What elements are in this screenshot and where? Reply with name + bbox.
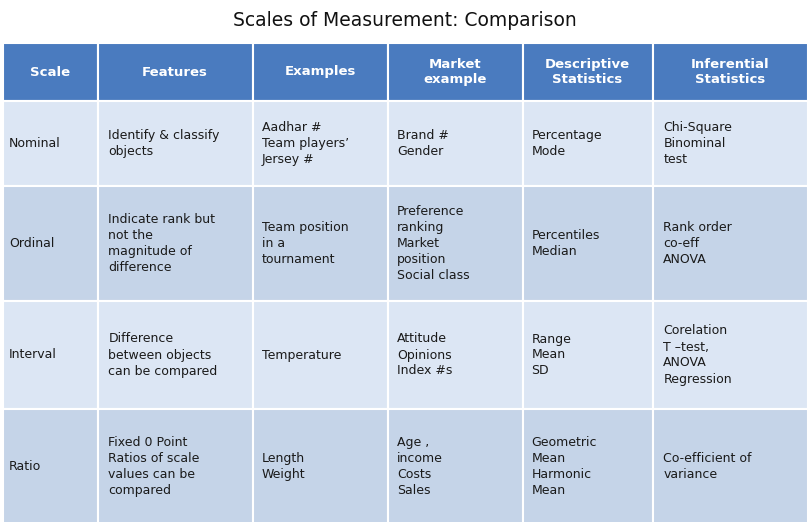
Text: Chi-Square
Binominal
test: Chi-Square Binominal test	[663, 121, 732, 166]
Text: Aadhar #
Team players’
Jersey #: Aadhar # Team players’ Jersey #	[262, 121, 349, 166]
Bar	[387, 301, 522, 409]
Bar	[387, 43, 522, 101]
Text: Market
example: Market example	[424, 58, 487, 86]
Bar	[97, 409, 253, 522]
Bar	[97, 301, 253, 409]
Bar	[97, 101, 253, 186]
Text: Percentage
Mode: Percentage Mode	[531, 129, 602, 158]
Bar	[522, 101, 653, 186]
Text: Percentiles
Median: Percentiles Median	[531, 229, 600, 258]
Bar	[522, 301, 653, 409]
Bar	[653, 186, 808, 301]
Bar	[253, 409, 387, 522]
Text: Indicate rank but
not the
magnitude of
difference: Indicate rank but not the magnitude of d…	[109, 213, 215, 274]
Bar	[387, 409, 522, 522]
Bar	[2, 301, 97, 409]
Bar	[387, 186, 522, 301]
Text: Inferential
Statistics: Inferential Statistics	[691, 58, 769, 86]
Text: Co-efficient of
variance: Co-efficient of variance	[663, 452, 752, 481]
Bar	[97, 43, 253, 101]
Bar	[253, 43, 387, 101]
Text: Scale: Scale	[30, 65, 70, 78]
Text: Descriptive
Statistics: Descriptive Statistics	[545, 58, 630, 86]
Bar	[387, 101, 522, 186]
Text: Fixed 0 Point
Ratios of scale
values can be
compared: Fixed 0 Point Ratios of scale values can…	[109, 436, 200, 497]
Text: Ordinal: Ordinal	[9, 237, 54, 250]
Text: Age ,
income
Costs
Sales: Age , income Costs Sales	[397, 436, 443, 497]
Text: Interval: Interval	[9, 349, 57, 362]
Text: Preference
ranking
Market
position
Social class: Preference ranking Market position Socia…	[397, 205, 470, 282]
Text: Corelation
T –test,
ANOVA
Regression: Corelation T –test, ANOVA Regression	[663, 325, 732, 386]
Bar	[253, 101, 387, 186]
Bar	[2, 186, 97, 301]
Bar	[653, 101, 808, 186]
Text: Attitude
Opinions
Index #s: Attitude Opinions Index #s	[397, 333, 452, 377]
Bar	[522, 409, 653, 522]
Text: Identify & classify
objects: Identify & classify objects	[109, 129, 220, 158]
Text: Brand #
Gender: Brand # Gender	[397, 129, 449, 158]
Text: Ratio: Ratio	[9, 460, 41, 473]
Text: Examples: Examples	[284, 65, 356, 78]
Text: Difference
between objects
can be compared: Difference between objects can be compar…	[109, 333, 218, 377]
Bar	[522, 43, 653, 101]
Bar	[653, 409, 808, 522]
Text: Features: Features	[142, 65, 208, 78]
Text: Temperature: Temperature	[262, 349, 341, 362]
Bar	[2, 43, 97, 101]
Text: Nominal: Nominal	[9, 137, 61, 150]
Bar	[2, 101, 97, 186]
Bar	[2, 409, 97, 522]
Bar	[653, 301, 808, 409]
Text: Length
Weight: Length Weight	[262, 452, 305, 481]
Text: Team position
in a
tournament: Team position in a tournament	[262, 221, 348, 266]
Bar	[653, 43, 808, 101]
Bar	[97, 186, 253, 301]
Text: Geometric
Mean
Harmonic
Mean: Geometric Mean Harmonic Mean	[531, 436, 597, 497]
Text: Range
Mean
SD: Range Mean SD	[531, 333, 572, 377]
Text: Rank order
co-eff
ANOVA: Rank order co-eff ANOVA	[663, 221, 732, 266]
Bar	[522, 186, 653, 301]
Bar	[253, 301, 387, 409]
Bar	[253, 186, 387, 301]
Text: Scales of Measurement: Comparison: Scales of Measurement: Comparison	[233, 11, 577, 30]
